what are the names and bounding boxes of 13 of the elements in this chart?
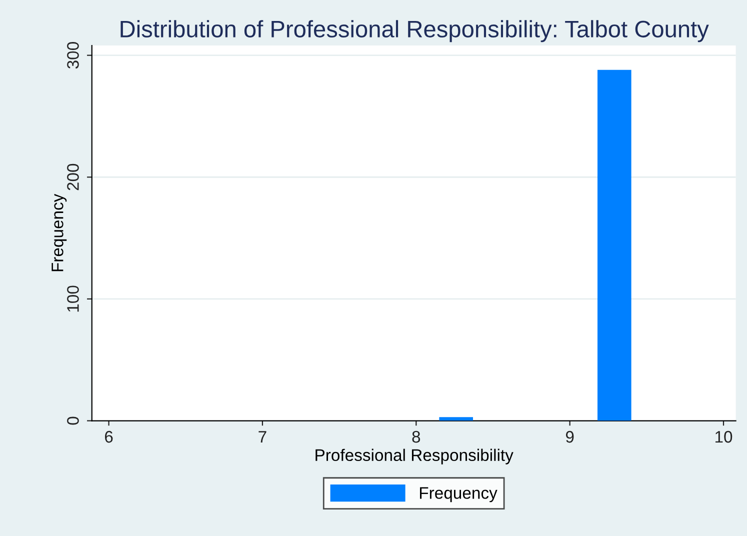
y-tick-label: 200 (67, 164, 79, 190)
x-tick-label: 8 (412, 430, 420, 443)
x-tick-label: 10 (716, 430, 732, 443)
y-tick-label: 0 (67, 416, 79, 425)
x-tick-label: 7 (258, 431, 266, 443)
y-axis-title: Frequency (52, 194, 67, 272)
chart-title: Distribution of Professional Responsibility: Talbot County (120, 20, 709, 42)
y-tick-label: 100 (67, 286, 79, 312)
x-tick-label: 9 (566, 430, 574, 443)
x-axis-title: Professional Responsibility (316, 448, 514, 464)
legend-label: Frequency (420, 487, 498, 502)
x-tick-label: 6 (105, 430, 113, 443)
y-tick-label: 300 (67, 42, 79, 69)
